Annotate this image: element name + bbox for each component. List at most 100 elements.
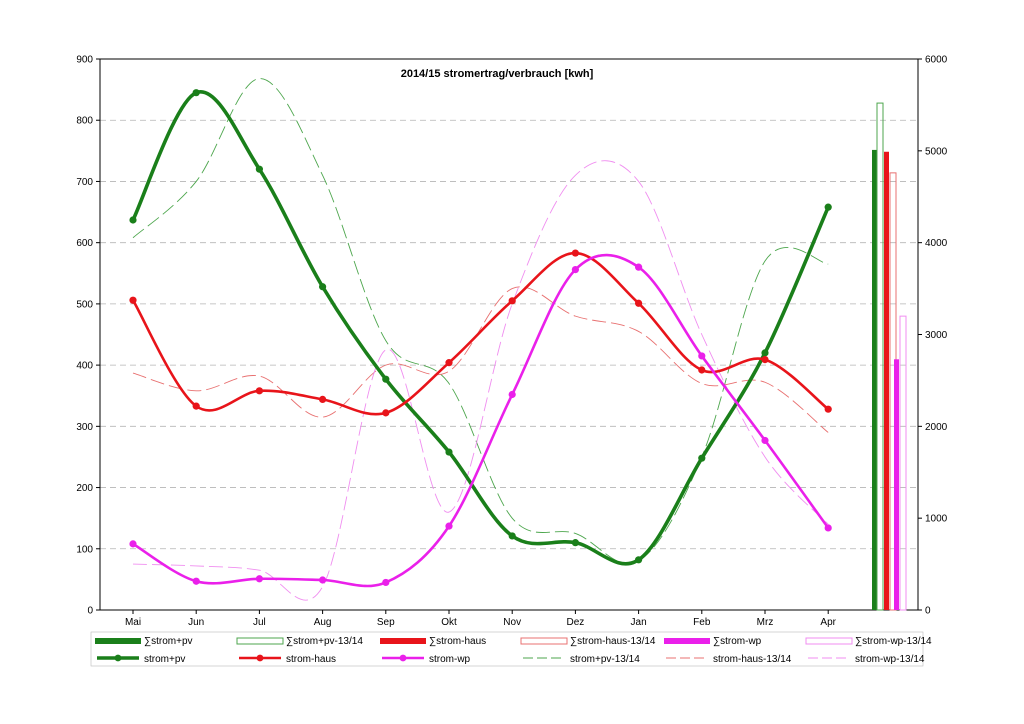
legend-label: strom-haus-13/14 xyxy=(713,654,792,665)
series-point xyxy=(129,296,137,304)
x-tick-label: Okt xyxy=(441,617,457,628)
x-tick-label: Mrz xyxy=(757,617,774,628)
legend-swatch xyxy=(805,637,853,645)
series-point xyxy=(382,375,390,383)
y-right-tick-label: 6000 xyxy=(925,55,948,66)
legend-label: ∑strom-haus-13/14 xyxy=(570,636,656,647)
x-tick-label: Jul xyxy=(253,617,266,628)
series-point xyxy=(571,266,580,274)
y-left-tick-label: 600 xyxy=(76,238,93,249)
legend-label: strom-haus xyxy=(286,654,336,665)
series-point xyxy=(761,436,769,445)
x-tick-label: Jun xyxy=(188,617,204,628)
series-point xyxy=(824,524,832,532)
y-left-tick-label: 400 xyxy=(76,361,93,372)
y-right-tick-label: 4000 xyxy=(925,238,948,249)
total-bar xyxy=(884,151,889,611)
series-point xyxy=(698,366,706,374)
series-point xyxy=(698,352,706,360)
legend-swatch xyxy=(520,637,568,645)
y-left-tick-label: 900 xyxy=(76,55,93,66)
series-point xyxy=(508,532,516,540)
y-left-tick-label: 800 xyxy=(76,116,93,127)
y-left-tick-label: 0 xyxy=(87,606,93,617)
series-point xyxy=(445,448,453,456)
legend-marker xyxy=(114,654,122,662)
series-point xyxy=(129,540,137,548)
series-line-dashed xyxy=(132,286,829,433)
y-right-tick-label: 3000 xyxy=(925,330,948,341)
series-point xyxy=(319,283,327,291)
x-tick-label: Aug xyxy=(314,617,332,628)
series-point xyxy=(319,395,327,403)
legend-label: strom+pv-13/14 xyxy=(570,654,640,665)
series-point xyxy=(508,390,516,399)
series-lines xyxy=(129,78,832,601)
legend-marker xyxy=(399,654,407,662)
x-tick-label: Nov xyxy=(503,617,521,628)
series-point xyxy=(508,297,516,305)
x-tick-label: Mai xyxy=(125,617,141,628)
x-tick-label: Apr xyxy=(820,617,836,628)
series-line-dashed xyxy=(132,78,829,565)
series-point xyxy=(255,165,263,173)
gridlines xyxy=(100,119,918,550)
y-left-tick-label: 300 xyxy=(76,422,93,433)
series-point xyxy=(824,203,832,211)
legend-swatch xyxy=(380,638,426,644)
series-point xyxy=(382,578,390,587)
legend-label: strom+pv xyxy=(144,654,185,665)
legend-box xyxy=(90,631,924,667)
legend-swatch xyxy=(95,638,141,644)
y-left-tick-label: 700 xyxy=(76,177,93,188)
series-point xyxy=(571,539,580,547)
series-point xyxy=(445,522,453,530)
series-point xyxy=(635,556,643,564)
series-point xyxy=(445,359,453,367)
total-bar xyxy=(894,359,899,610)
series-point xyxy=(255,387,263,395)
legend-marker xyxy=(256,654,264,662)
x-tick-label: Feb xyxy=(693,617,711,628)
x-tick-label: Sep xyxy=(377,617,395,628)
series-point xyxy=(824,405,832,413)
legend: ∑strom+pv ∑strom+pv-13/14 ∑strom-haus ∑stro… xyxy=(95,636,932,665)
legend-swatch xyxy=(664,638,710,644)
series-point xyxy=(319,576,327,584)
series-point xyxy=(571,249,580,257)
series-line-dashed xyxy=(132,160,829,601)
series-point xyxy=(382,409,390,417)
total-bar xyxy=(872,149,877,611)
legend-swatch xyxy=(236,637,284,645)
x-tick-label: Jan xyxy=(631,617,647,628)
series-point xyxy=(635,299,643,307)
series-point xyxy=(192,89,200,97)
series-point xyxy=(761,356,769,364)
series-point xyxy=(192,402,200,410)
total-bar-outline xyxy=(876,102,884,611)
series-point xyxy=(255,575,263,583)
x-tick-label: Dez xyxy=(567,617,585,628)
chart-title: 2014/15 stromertrag/verbrauch [kwh] xyxy=(401,68,594,80)
y-right-tick-label: 1000 xyxy=(925,514,948,525)
series-point xyxy=(761,349,769,357)
series-point xyxy=(129,216,137,224)
series-point xyxy=(635,263,643,271)
series-point xyxy=(192,577,200,585)
y-right-tick-label: 0 xyxy=(925,606,931,617)
legend-label: ∑strom-wp xyxy=(713,636,762,647)
legend-label: strom-wp xyxy=(429,654,471,665)
series-line xyxy=(131,90,830,566)
y-left-tick-label: 500 xyxy=(76,299,93,310)
legend-label: ∑strom+pv-13/14 xyxy=(286,636,363,647)
total-bar-outline xyxy=(899,315,907,611)
legend-label: strom-wp-13/14 xyxy=(855,654,925,665)
total-bars xyxy=(872,102,907,611)
axes: 0 100 200 300 400 500 600 700 800 900 0 1000 2000 300… xyxy=(76,55,947,629)
y-right-tick-label: 2000 xyxy=(925,422,948,433)
y-left-tick-label: 100 xyxy=(76,544,93,555)
y-right-tick-label: 5000 xyxy=(925,146,948,157)
y-left-tick-label: 200 xyxy=(76,483,93,494)
